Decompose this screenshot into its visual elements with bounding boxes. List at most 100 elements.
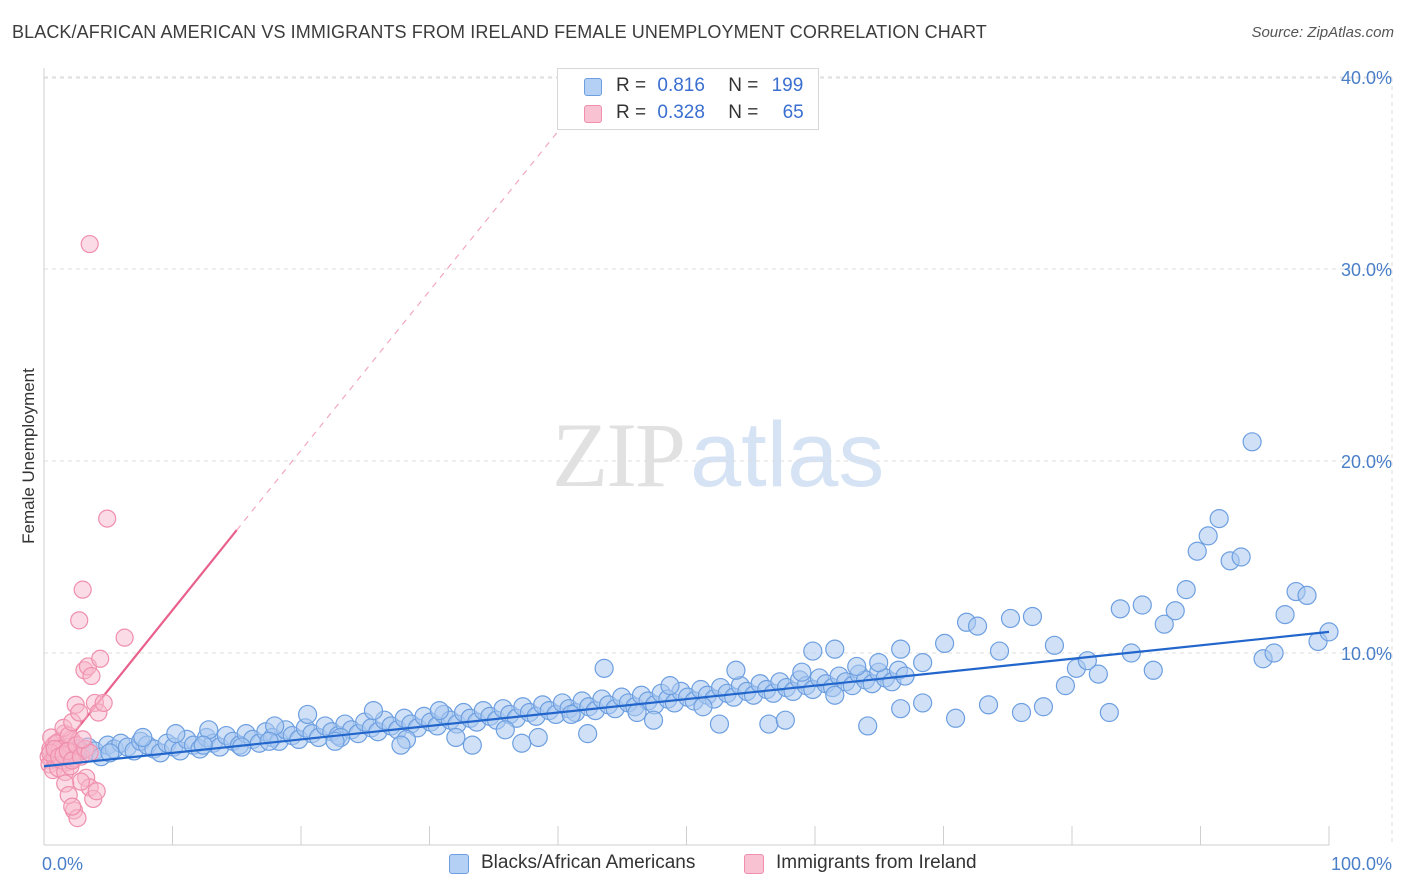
data-point-blacks <box>978 695 999 715</box>
data-point-blacks <box>166 724 186 744</box>
r-value: 0.328 <box>657 102 705 123</box>
data-point-blacks <box>429 700 449 721</box>
data-point-blacks <box>495 720 515 740</box>
legend-row-text: R = 0.816 N = 199 <box>616 75 803 97</box>
data-point-blacks <box>1242 432 1262 452</box>
data-point-blacks <box>512 733 532 753</box>
data-point-blacks <box>1165 601 1185 621</box>
legend-swatch-blue <box>449 854 469 874</box>
data-point-blacks <box>1099 702 1119 723</box>
data-point-blacks <box>1022 606 1043 627</box>
legend-swatch-pink <box>584 105 602 123</box>
r-label: R = <box>616 75 647 96</box>
data-point-blacks <box>1187 541 1207 561</box>
data-point-blacks <box>803 641 823 661</box>
axes <box>43 68 1330 846</box>
data-point-blacks <box>726 660 746 680</box>
data-point-blacks <box>528 727 548 748</box>
data-point-blacks <box>1231 547 1251 567</box>
data-point-blacks <box>578 724 598 744</box>
data-point-blacks <box>1143 660 1163 680</box>
y-tick-label: 20.0% <box>1341 452 1392 472</box>
data-point-blacks <box>391 735 411 755</box>
y-tick-label: 10.0% <box>1341 644 1392 664</box>
data-point-blacks <box>1055 676 1076 696</box>
data-point-ireland <box>115 628 134 647</box>
data-point-blacks <box>913 652 933 673</box>
data-point-blacks <box>561 704 581 725</box>
data-point-blacks <box>709 714 730 734</box>
data-point-blacks <box>989 641 1010 661</box>
series-blacks-african-americans <box>45 432 1339 767</box>
data-point-ireland <box>63 797 82 816</box>
data-point-blacks <box>193 735 213 755</box>
legend-label: Blacks/African Americans <box>481 852 696 873</box>
data-point-ireland <box>91 649 110 668</box>
data-point-ireland <box>94 693 113 713</box>
data-point-ireland <box>82 666 101 686</box>
data-point-ireland <box>80 234 99 254</box>
data-point-blacks <box>1033 697 1054 717</box>
data-point-ireland <box>70 703 89 722</box>
n-label: N = <box>728 75 759 96</box>
r-value: 0.816 <box>657 75 705 96</box>
data-point-blacks <box>825 639 845 659</box>
data-point-ireland <box>73 580 92 599</box>
source-label: Source: ZipAtlas.com <box>1251 24 1394 41</box>
y-tick-label: 30.0% <box>1341 260 1392 280</box>
chart-title: BLACK/AFRICAN AMERICAN VS IMMIGRANTS FRO… <box>12 22 987 42</box>
data-point-blacks <box>792 662 812 682</box>
data-point-blacks <box>1209 508 1229 529</box>
y-tick-label: 40.0% <box>1341 68 1392 88</box>
data-point-blacks <box>1011 702 1032 723</box>
data-point-blacks <box>847 656 867 677</box>
data-point-blacks <box>825 685 845 705</box>
data-point-blacks <box>100 743 120 763</box>
data-point-blacks <box>891 699 911 719</box>
data-point-blacks <box>967 616 988 636</box>
x-tick-label: 0.0% <box>42 854 83 874</box>
data-point-blacks <box>133 727 153 748</box>
data-point-blacks <box>1275 604 1295 625</box>
data-point-blacks <box>627 702 647 723</box>
data-point-blacks <box>594 658 614 678</box>
data-point-blacks <box>1198 526 1218 546</box>
data-point-blacks <box>462 735 482 755</box>
data-point-ireland <box>71 772 91 791</box>
legend-row-text: R = 0.328 N = 65 <box>616 102 804 124</box>
data-point-blacks <box>660 676 680 696</box>
data-point-ireland <box>73 730 92 749</box>
trend-lines-ireland <box>43 115 572 771</box>
data-point-blacks <box>891 639 911 659</box>
data-point-blacks <box>446 727 466 748</box>
r-label: R = <box>616 102 647 123</box>
x-tick-label: 100.0% <box>1331 854 1392 874</box>
trend-lines-blacks <box>43 630 1330 768</box>
data-point-blacks <box>297 704 318 725</box>
data-point-blacks <box>643 710 664 730</box>
trend-line-blacks <box>43 630 1330 768</box>
data-point-blacks <box>759 714 779 734</box>
series-legend: Blacks/African Americans Immigrants from… <box>0 852 1406 878</box>
data-point-blacks <box>1000 608 1021 629</box>
n-label: N = <box>728 102 759 123</box>
legend-swatch-blue <box>584 78 602 96</box>
data-point-blacks <box>913 693 933 713</box>
data-point-blacks <box>363 700 384 721</box>
data-point-blacks <box>869 652 889 673</box>
data-point-blacks <box>1264 643 1284 663</box>
data-point-blacks <box>858 716 878 736</box>
data-point-blacks <box>1176 580 1196 600</box>
data-point-blacks <box>945 708 966 728</box>
data-point-blacks <box>1154 614 1174 634</box>
y-axis-label: Female Unemployment <box>19 368 38 544</box>
data-point-ireland <box>70 611 89 630</box>
data-point-blacks <box>693 697 713 717</box>
data-point-blacks <box>1132 595 1152 615</box>
data-point-blacks <box>934 633 955 654</box>
data-point-ireland <box>87 782 106 801</box>
data-point-blacks <box>1297 585 1317 606</box>
n-value: 65 <box>782 102 804 123</box>
data-point-ireland <box>98 509 117 528</box>
